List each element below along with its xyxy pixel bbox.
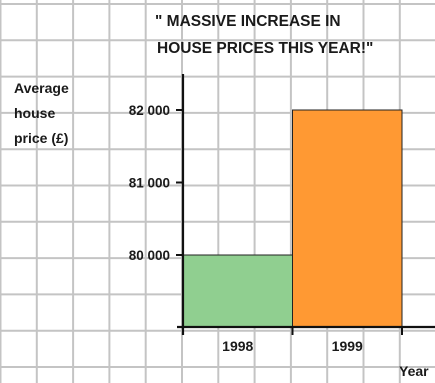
y-axis-label-line-2: house <box>14 105 55 121</box>
x-axis-label: Year <box>399 363 429 379</box>
bar-1999 <box>292 109 403 328</box>
chart-title: " MASSIVE INCREASE IN <box>155 13 341 30</box>
bars: 1998 1999 <box>182 109 403 354</box>
y-axis-label-line-3: price (£) <box>14 130 68 146</box>
chart-subtitle: HOUSE PRICES THIS YEAR!" <box>157 40 373 57</box>
x-tick-label-1999: 1999 <box>332 338 363 354</box>
x-tick-label-1998: 1998 <box>222 338 253 354</box>
y-tick-label-81000: 81 000 <box>129 176 170 191</box>
y-ticks: 80 000 81 000 82 000 <box>129 103 183 263</box>
axes <box>177 74 435 335</box>
y-axis-label-line-1: Average <box>14 80 69 96</box>
y-tick-label-82000: 82 000 <box>129 103 170 118</box>
bar-1998 <box>182 254 293 328</box>
y-tick-label-80000: 80 000 <box>129 248 170 263</box>
